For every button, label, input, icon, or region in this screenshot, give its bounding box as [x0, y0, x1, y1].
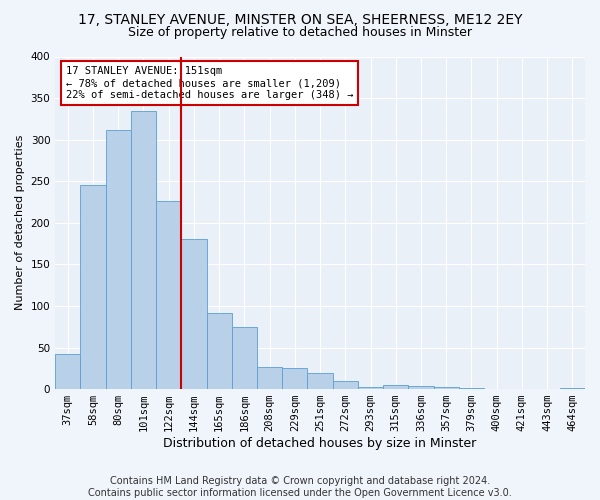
Bar — [131, 110, 156, 389]
Bar — [181, 238, 206, 389]
Bar — [55, 354, 80, 389]
Bar — [206, 312, 232, 389]
Text: 17, STANLEY AVENUE, MINSTER ON SEA, SHEERNESS, ME12 2EY: 17, STANLEY AVENUE, MINSTER ON SEA, SHEE… — [78, 12, 522, 26]
Bar — [282, 368, 307, 389]
Bar — [560, 388, 585, 389]
Bar — [80, 184, 106, 389]
Bar — [434, 388, 459, 389]
Text: 17 STANLEY AVENUE: 151sqm
← 78% of detached houses are smaller (1,209)
22% of se: 17 STANLEY AVENUE: 151sqm ← 78% of detac… — [66, 66, 353, 100]
Bar — [409, 386, 434, 389]
Bar — [332, 381, 358, 389]
Bar — [156, 201, 181, 389]
Bar — [307, 374, 332, 389]
X-axis label: Distribution of detached houses by size in Minster: Distribution of detached houses by size … — [163, 437, 477, 450]
Bar — [358, 386, 383, 389]
Bar — [459, 388, 484, 389]
Bar — [232, 326, 257, 389]
Y-axis label: Number of detached properties: Number of detached properties — [15, 135, 25, 310]
Bar — [383, 385, 409, 389]
Bar — [257, 368, 282, 389]
Text: Size of property relative to detached houses in Minster: Size of property relative to detached ho… — [128, 26, 472, 39]
Bar — [106, 130, 131, 389]
Text: Contains HM Land Registry data © Crown copyright and database right 2024.
Contai: Contains HM Land Registry data © Crown c… — [88, 476, 512, 498]
